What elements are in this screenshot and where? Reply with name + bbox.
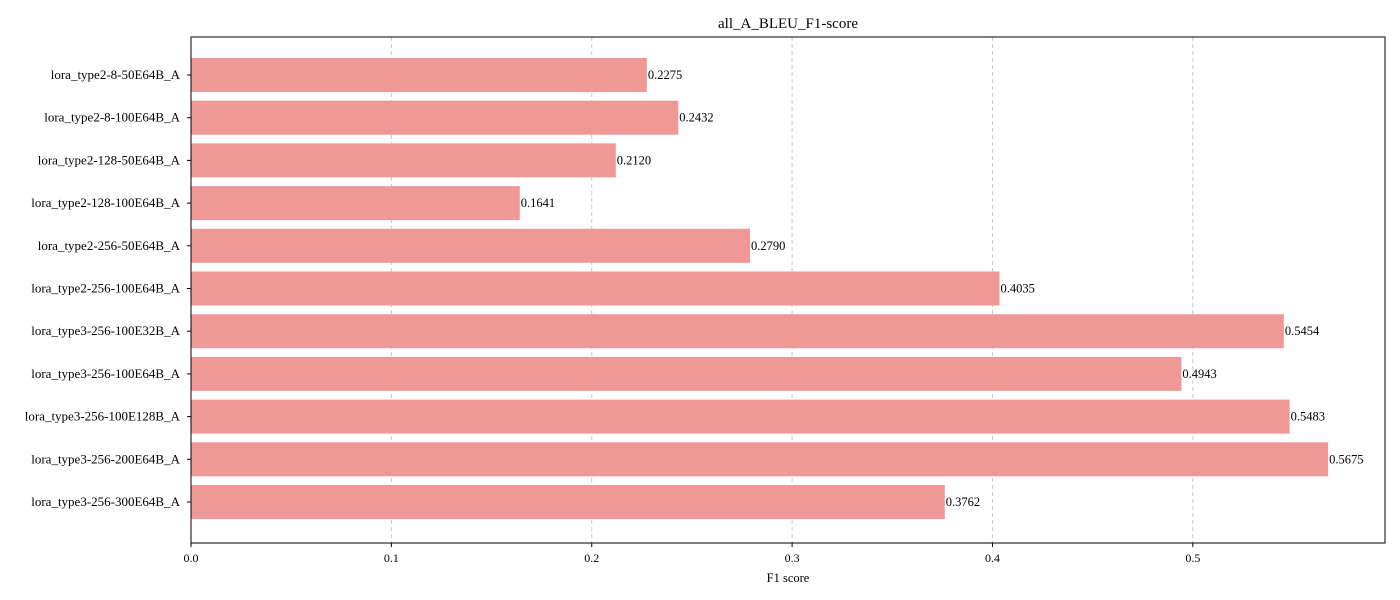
bar xyxy=(191,271,1000,306)
bar xyxy=(191,485,945,519)
category-label: lora_type3-256-100E64B_A xyxy=(31,366,180,381)
category-label: lora_type2-8-50E64B_A xyxy=(51,67,181,82)
plot-frame xyxy=(190,36,1386,544)
bar xyxy=(191,186,520,221)
category-label: lora_type2-8-100E64B_A xyxy=(44,110,180,125)
bars-layer xyxy=(191,58,1329,519)
bar-value-label: 0.2432 xyxy=(679,111,713,125)
bar-value-label: 0.2790 xyxy=(751,239,785,253)
bar-value-label: 0.4035 xyxy=(1000,282,1034,296)
bar-value-label: 0.2120 xyxy=(617,153,651,167)
bar xyxy=(191,58,647,92)
category-label: lora_type2-256-50E64B_A xyxy=(38,238,181,253)
category-label: lora_type3-256-100E128B_A xyxy=(25,409,181,424)
bar xyxy=(191,143,616,178)
category-label: lora_type2-256-100E64B_A xyxy=(31,281,180,296)
chart-title: all_A_BLEU_F1-score xyxy=(718,16,858,32)
bar-value-label: 0.5454 xyxy=(1285,324,1320,338)
bar-value-label: 0.3762 xyxy=(946,495,980,509)
bar xyxy=(191,442,1329,477)
category-labels-layer: lora_type2-8-50E64B_A lora_type2-8-100E64… xyxy=(25,67,191,509)
category-label: lora_type3-256-200E64B_A xyxy=(31,451,180,466)
bar xyxy=(191,100,679,135)
category-label: lora_type3-256-300E64B_A xyxy=(31,494,180,509)
category-label: lora_type2-128-100E64B_A xyxy=(31,195,180,210)
bar-value-label: 0.2275 xyxy=(648,68,682,82)
bar-value-label: 0.1641 xyxy=(521,196,555,210)
x-tick-label: 0.4 xyxy=(985,551,1000,565)
x-tick-layer: 0.0 0.1 0.2 0.3 0.4 0.5 xyxy=(184,543,1200,565)
x-tick-label: 0.5 xyxy=(1185,551,1200,565)
category-label: lora_type2-128-50E64B_A xyxy=(38,152,181,167)
bar xyxy=(191,399,1290,434)
category-label: lora_type3-256-100E32B_A xyxy=(31,323,180,338)
x-tick-label: 0.0 xyxy=(184,551,199,565)
bar-value-label: 0.5483 xyxy=(1291,410,1325,424)
bar-value-label: 0.5675 xyxy=(1329,452,1363,466)
bar xyxy=(191,228,751,263)
x-tick-label: 0.2 xyxy=(584,551,599,565)
bar xyxy=(191,356,1182,391)
bar-value-label: 0.4943 xyxy=(1182,367,1216,381)
bar xyxy=(191,314,1284,349)
x-tick-label: 0.1 xyxy=(384,551,399,565)
value-labels-layer: 0.2275 0.2432 0.2120 0.1641 0.2790 0.4035 0.54… xyxy=(521,68,1364,509)
x-tick-label: 0.3 xyxy=(785,551,800,565)
x-axis-label: F1 score xyxy=(767,571,810,585)
